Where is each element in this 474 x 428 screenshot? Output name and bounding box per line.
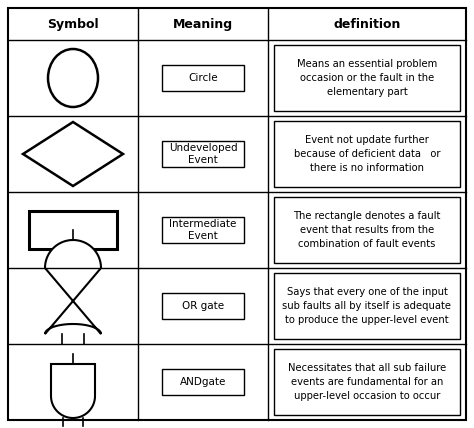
FancyBboxPatch shape xyxy=(162,293,244,319)
FancyBboxPatch shape xyxy=(162,369,244,395)
Text: Circle: Circle xyxy=(188,73,218,83)
Text: definition: definition xyxy=(333,18,401,30)
FancyBboxPatch shape xyxy=(162,217,244,243)
Ellipse shape xyxy=(48,49,98,107)
Text: Symbol: Symbol xyxy=(47,18,99,30)
FancyBboxPatch shape xyxy=(29,211,117,249)
Polygon shape xyxy=(51,364,95,418)
FancyBboxPatch shape xyxy=(274,45,460,111)
Text: ANDgate: ANDgate xyxy=(180,377,226,387)
Polygon shape xyxy=(23,122,123,186)
FancyBboxPatch shape xyxy=(162,65,244,91)
Text: Meaning: Meaning xyxy=(173,18,233,30)
Text: Event not update further
because of deficient data   or
there is no information: Event not update further because of defi… xyxy=(294,135,440,172)
FancyBboxPatch shape xyxy=(274,121,460,187)
Text: The rectangle denotes a fault
event that results from the
combination of fault e: The rectangle denotes a fault event that… xyxy=(293,211,441,249)
FancyBboxPatch shape xyxy=(274,349,460,415)
Text: Necessitates that all sub failure
events are fundamental for an
upper-level occa: Necessitates that all sub failure events… xyxy=(288,363,446,401)
FancyBboxPatch shape xyxy=(274,197,460,263)
Text: Intermediate
Event: Intermediate Event xyxy=(169,219,237,241)
Text: OR gate: OR gate xyxy=(182,301,224,311)
FancyBboxPatch shape xyxy=(8,8,466,420)
Text: Says that every one of the input
sub faults all by itself is adequate
to produce: Says that every one of the input sub fau… xyxy=(283,287,452,324)
Text: Undeveloped
Event: Undeveloped Event xyxy=(169,143,237,165)
Polygon shape xyxy=(45,240,101,334)
FancyBboxPatch shape xyxy=(162,141,244,167)
FancyBboxPatch shape xyxy=(274,273,460,339)
Text: Means an essential problem
occasion or the fault in the
elementary part: Means an essential problem occasion or t… xyxy=(297,59,437,97)
